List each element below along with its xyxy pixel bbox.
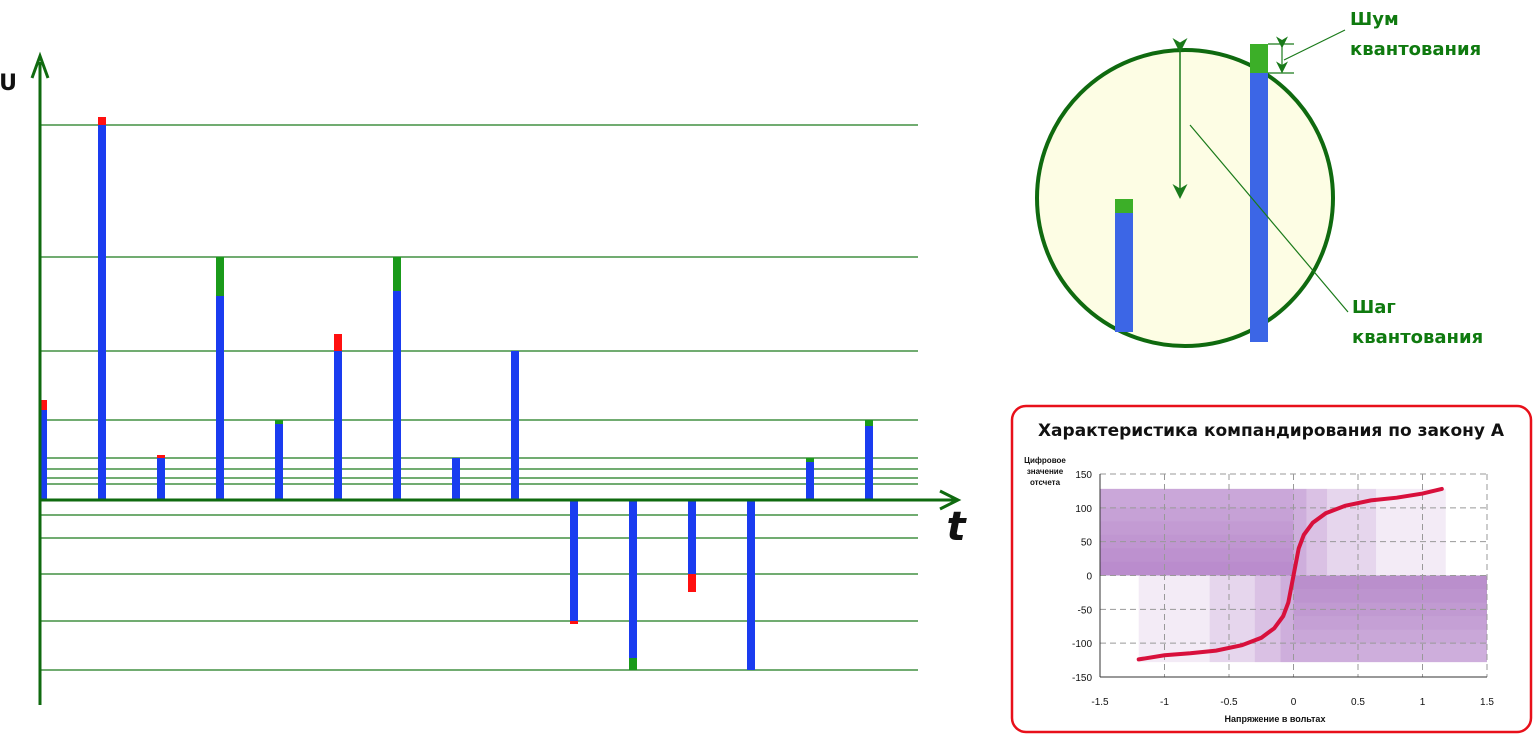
step-label-line1: Шаг	[1352, 297, 1396, 318]
quantization-error-mark	[275, 420, 283, 424]
compander-ylabel-line3: отсчета	[1030, 478, 1061, 487]
quantization-error-mark	[570, 621, 578, 624]
y-tick-label: 50	[1081, 538, 1093, 549]
segment-band	[1100, 521, 1294, 576]
x-tick-label: -1.5	[1091, 697, 1109, 708]
sample-bar	[334, 351, 342, 500]
y-tick-label: 0	[1086, 572, 1092, 583]
segment-band	[1293, 575, 1487, 630]
y-tick-label: 100	[1075, 504, 1092, 515]
sample-bar	[452, 458, 460, 500]
y-tick-label: 150	[1075, 470, 1092, 481]
quantization-error-mark	[157, 455, 165, 458]
segment-band	[1100, 488, 1307, 576]
compander-chart: Характеристика компандирования по закону…	[1010, 404, 1533, 734]
x-tick-label: 1	[1420, 697, 1426, 708]
segment-band	[1100, 548, 1294, 576]
quantization-error-mark	[393, 257, 401, 291]
zoom-circle	[1035, 48, 1335, 348]
compander-frame	[1010, 404, 1533, 734]
noise-label-line1: Шум	[1350, 9, 1399, 30]
quantization-error-mark	[806, 458, 814, 462]
sample-bar	[39, 410, 47, 500]
quantization-levels	[40, 124, 918, 671]
sample-bar	[511, 351, 519, 500]
step-leader-line	[1189, 124, 1349, 313]
sample-bar	[98, 125, 106, 500]
quantization-error-mark	[865, 420, 873, 426]
sample-bar	[806, 462, 814, 500]
x-axis-label: t	[946, 504, 967, 550]
sample-bar	[393, 291, 401, 500]
segment-band	[1100, 488, 1328, 576]
y-tick-label: -50	[1078, 605, 1093, 616]
zoom-inset: Шум квантования Шаг квантования	[1035, 9, 1483, 348]
x-tick-label: -0.5	[1220, 697, 1238, 708]
y-tick-label: -150	[1072, 673, 1092, 684]
compander-title: Характеристика компандирования по закону…	[1038, 421, 1505, 441]
compander-ticks: -1.5 -1 -0.5 0 0.5 1 1.5 150 100 50 0 -50 -100 -150	[1072, 470, 1494, 708]
segment-band	[1100, 488, 1446, 576]
x-tick-label: -1	[1160, 697, 1169, 708]
sample-bars	[39, 117, 873, 670]
sample-bar	[275, 424, 283, 500]
segment-band	[1100, 488, 1377, 576]
x-tick-label: 0.5	[1351, 697, 1365, 708]
segment-band	[1100, 561, 1294, 576]
y-axis-label: U	[0, 71, 17, 96]
x-tick-label: 0	[1291, 697, 1297, 708]
zoom-bar-left	[1115, 212, 1133, 332]
sample-bar	[865, 426, 873, 500]
quantization-error-mark	[216, 257, 224, 296]
segment-band	[1280, 575, 1487, 663]
y-axis-arrow-icon	[30, 51, 50, 79]
segment-band	[1100, 488, 1294, 576]
compander-xlabel: Напряжение в вольтах	[1225, 714, 1326, 724]
quantization-plot: U t	[0, 51, 967, 705]
compander-ylabel-line1: Цифровое	[1024, 456, 1066, 465]
zoom-noise-left	[1115, 199, 1133, 213]
compander-ylabel-line2: значение	[1027, 467, 1064, 476]
y-tick-label: -100	[1072, 639, 1092, 650]
sample-bar	[570, 500, 578, 621]
quantization-error-mark	[39, 400, 47, 410]
x-axis-arrow-icon	[939, 489, 962, 511]
sample-bar	[157, 458, 165, 500]
compander-curve	[1136, 486, 1444, 662]
x-tick-label: 1.5	[1480, 697, 1494, 708]
zoom-noise-right	[1250, 44, 1268, 73]
quantization-error-mark	[334, 334, 342, 351]
noise-leader-line	[1283, 29, 1346, 61]
sample-bar	[216, 296, 224, 500]
segment-band	[1209, 575, 1487, 663]
quantization-error-mark	[629, 658, 637, 670]
sample-bar	[629, 500, 637, 658]
noise-label-line2: квантования	[1350, 39, 1481, 60]
segment-band	[1293, 575, 1487, 590]
segment-band	[1138, 575, 1487, 663]
sample-bar	[747, 500, 755, 670]
quantization-error-mark	[98, 117, 106, 125]
step-label-line2: квантования	[1352, 327, 1483, 348]
quantization-error-mark	[688, 574, 696, 592]
segment-band	[1293, 575, 1487, 603]
sample-bar	[688, 500, 696, 574]
